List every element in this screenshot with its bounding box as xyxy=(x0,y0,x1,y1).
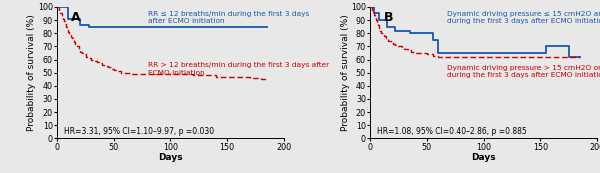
Y-axis label: Probability of survival (%): Probability of survival (%) xyxy=(341,14,350,131)
Text: Dynamic driving pressure ≤ 15 cmH2O and TV ≤ 4ml/kg
during the first 3 days afte: Dynamic driving pressure ≤ 15 cmH2O and … xyxy=(447,11,600,24)
Text: HR=1.08, 95% CI=0.40–2.86, p =0.885: HR=1.08, 95% CI=0.40–2.86, p =0.885 xyxy=(377,127,527,136)
Y-axis label: Probability of survival (%): Probability of survival (%) xyxy=(28,14,37,131)
Text: Dynamic driving pressure > 15 cmH2O or TV > 4ml/kg
during the first 3 days after: Dynamic driving pressure > 15 cmH2O or T… xyxy=(447,65,600,78)
Text: B: B xyxy=(384,11,393,24)
Text: HR=3.31, 95% CI=1.10–9.97, p =0.030: HR=3.31, 95% CI=1.10–9.97, p =0.030 xyxy=(64,127,214,136)
Text: RR > 12 breaths/min during the first 3 days after
ECMO initiation: RR > 12 breaths/min during the first 3 d… xyxy=(148,62,329,76)
Text: RR ≤ 12 breaths/min during the first 3 days
after ECMO initiation: RR ≤ 12 breaths/min during the first 3 d… xyxy=(148,11,309,24)
Text: A: A xyxy=(71,11,80,24)
X-axis label: Days: Days xyxy=(471,153,496,162)
X-axis label: Days: Days xyxy=(158,153,183,162)
